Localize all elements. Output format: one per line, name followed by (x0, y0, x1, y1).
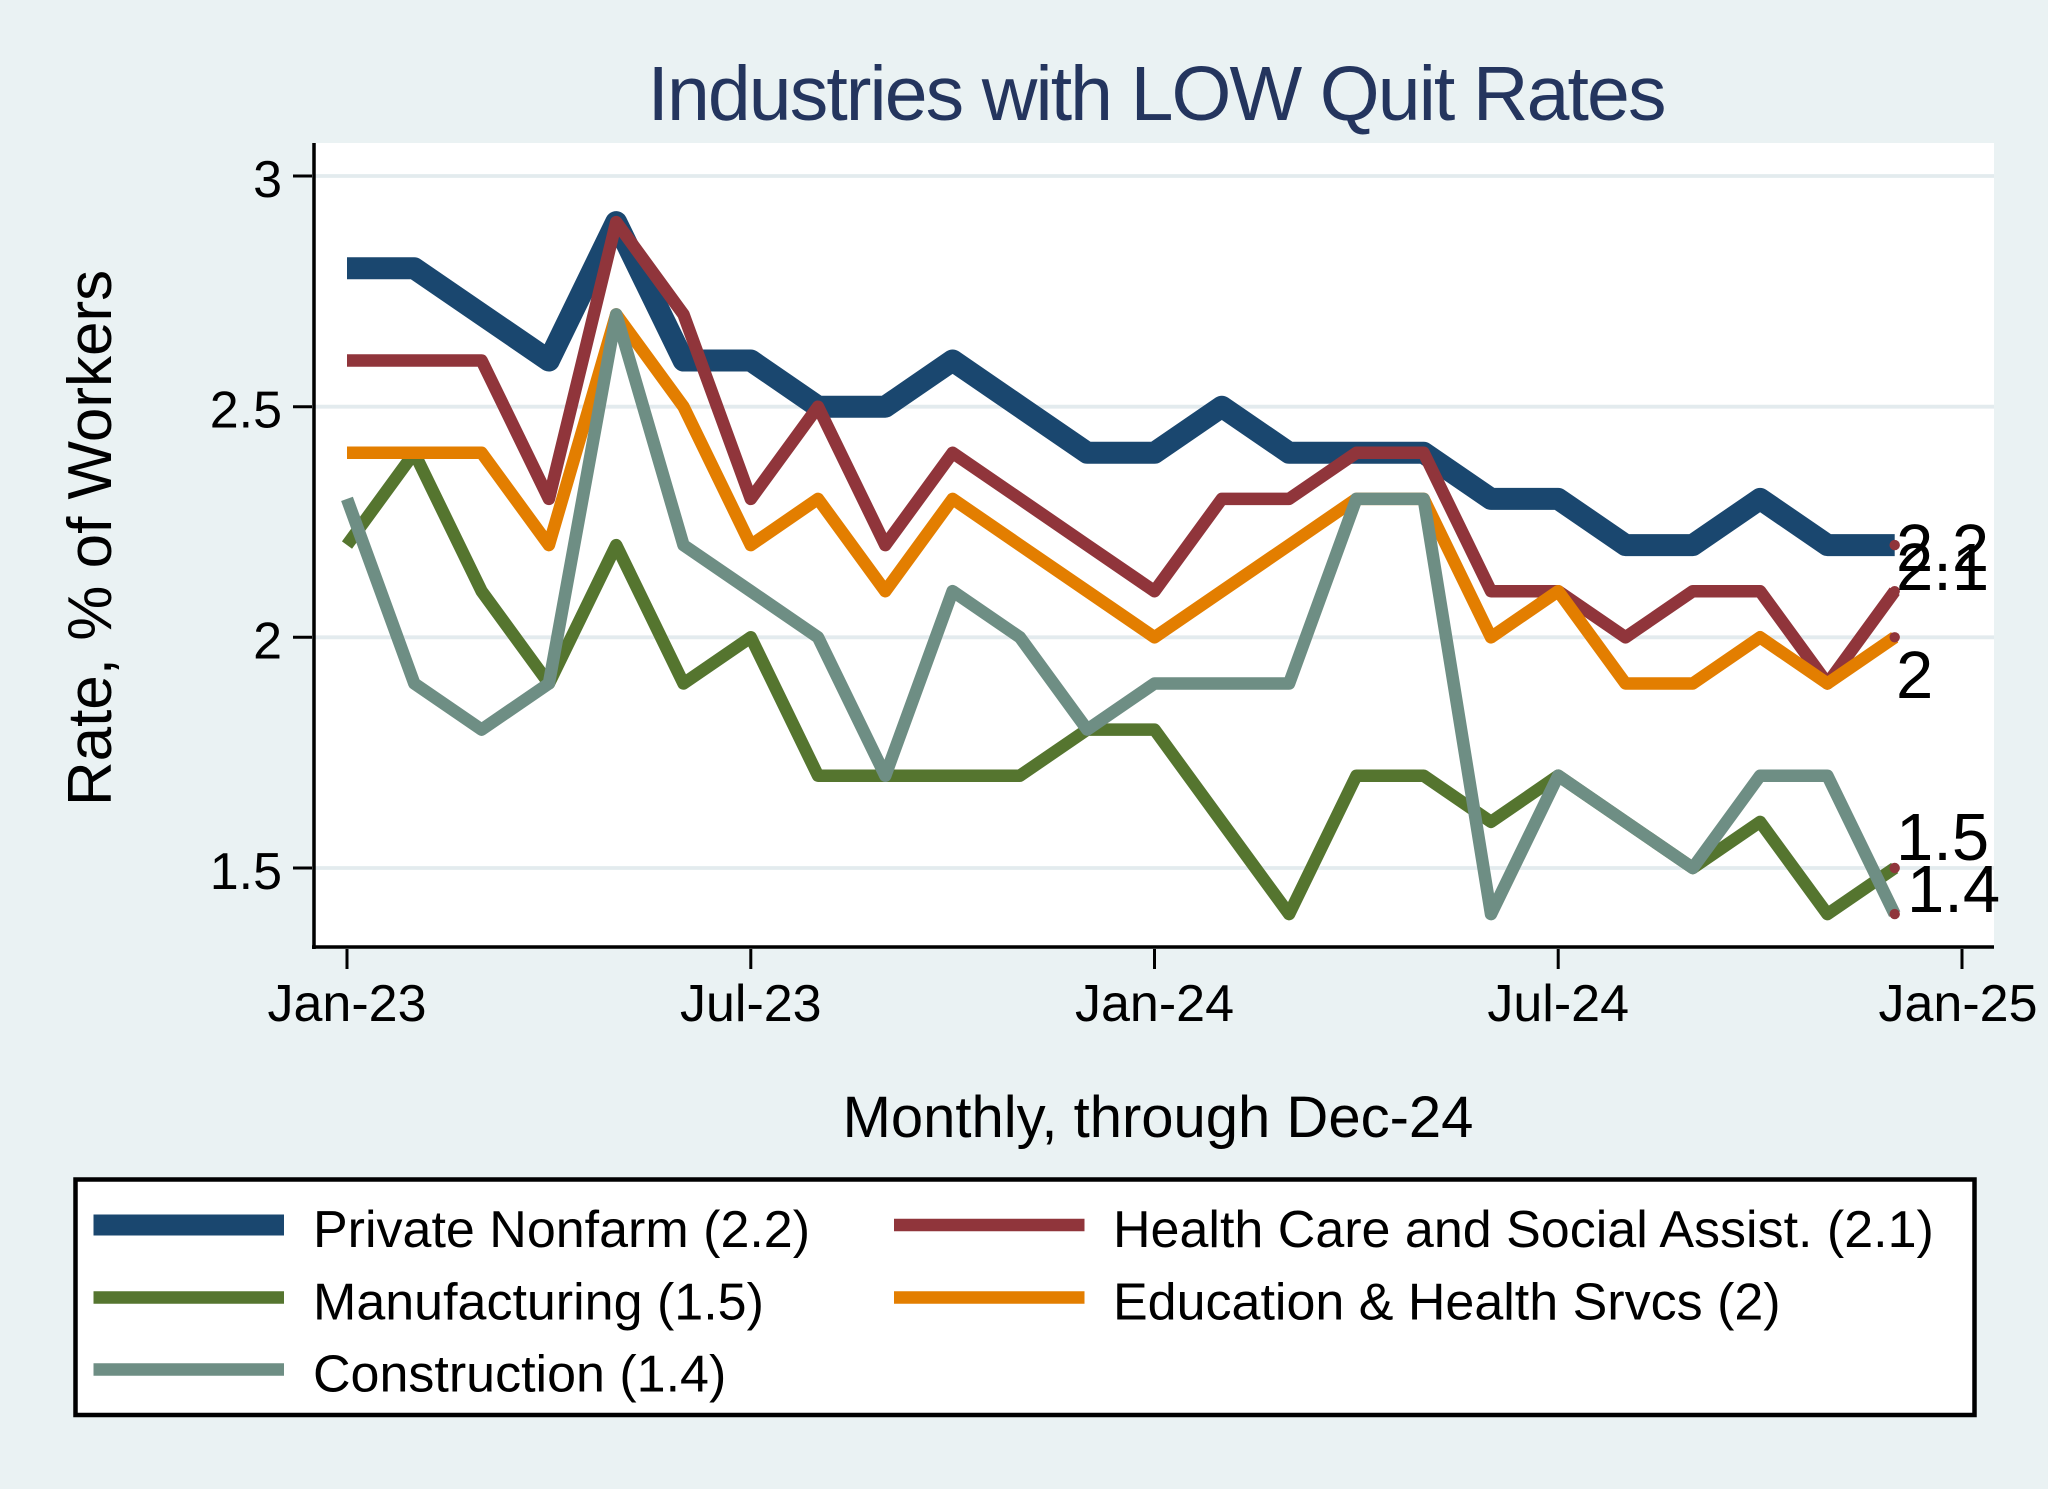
svg-text:Monthly, through Dec-24: Monthly, through Dec-24 (843, 1085, 1474, 1150)
svg-text:Construction (1.4): Construction (1.4) (313, 1346, 726, 1404)
svg-text:Education & Health Srvcs (2): Education & Health Srvcs (2) (1113, 1274, 1781, 1332)
svg-text:2.2: 2.2 (1896, 511, 1989, 586)
svg-text:Jan-25: Jan-25 (1879, 975, 2038, 1033)
svg-text:Jul-23: Jul-23 (680, 975, 822, 1033)
svg-text:Jan-24: Jan-24 (1075, 975, 1234, 1033)
svg-text:Industries with LOW Quit Rates: Industries with LOW Quit Rates (647, 51, 1664, 137)
svg-text:Manufacturing (1.5): Manufacturing (1.5) (313, 1274, 764, 1332)
svg-text:Jul-24: Jul-24 (1487, 975, 1629, 1033)
svg-text:1.5: 1.5 (210, 843, 282, 901)
svg-text:Private Nonfarm (2.2): Private Nonfarm (2.2) (313, 1201, 810, 1259)
svg-text:1.4: 1.4 (1907, 852, 2000, 927)
svg-text:2: 2 (253, 612, 282, 670)
svg-text:Rate, % of Workers: Rate, % of Workers (56, 270, 125, 806)
svg-text:Jan-23: Jan-23 (268, 975, 427, 1033)
svg-text:2.1: 2.1 (1896, 530, 1989, 605)
svg-text:3: 3 (253, 151, 282, 209)
svg-text:Health Care and Social Assist.: Health Care and Social Assist. (2.1) (1113, 1201, 1934, 1259)
svg-text:2.5: 2.5 (210, 382, 282, 440)
svg-text:1.5: 1.5 (1896, 800, 1989, 875)
svg-text:2: 2 (1896, 638, 1933, 713)
